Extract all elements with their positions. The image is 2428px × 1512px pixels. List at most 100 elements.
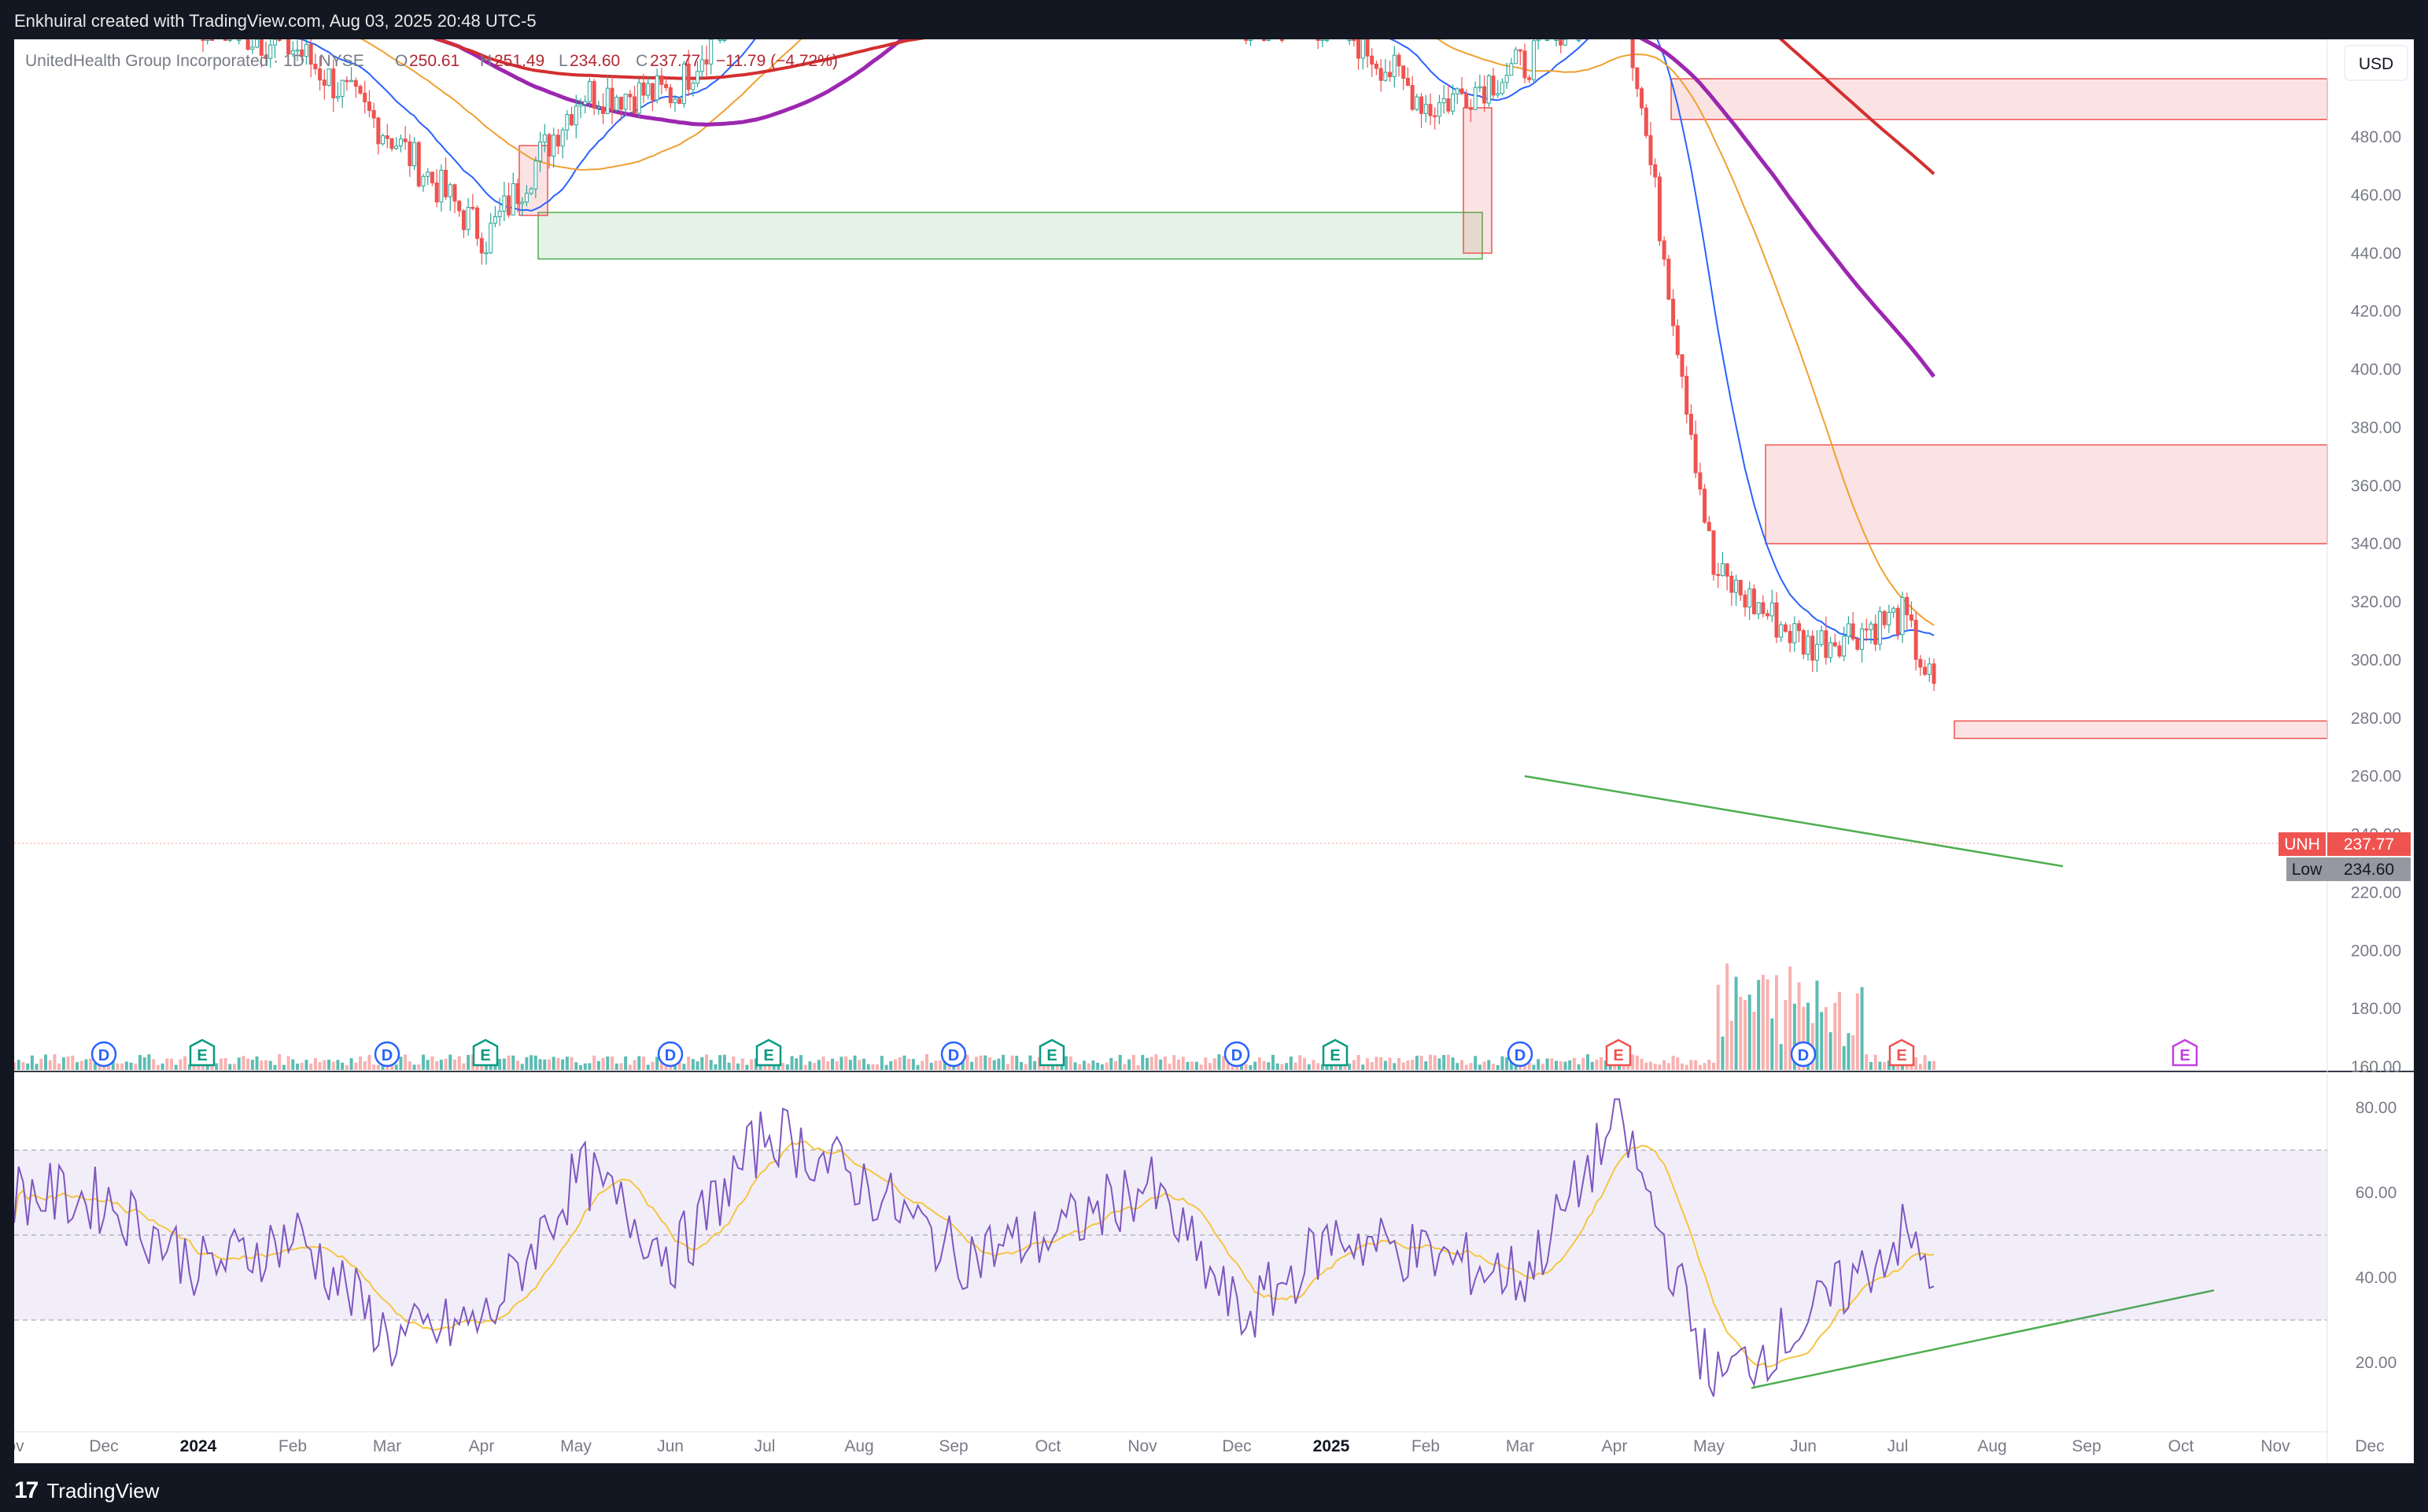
low-price-value: 234.60 xyxy=(2344,861,2394,879)
price-trendline[interactable] xyxy=(1524,775,2064,868)
dividend-marker[interactable]: D xyxy=(1507,1041,1533,1068)
volume-bar xyxy=(1833,1002,1837,1070)
volume-bar xyxy=(1806,1002,1810,1070)
volume-bar xyxy=(296,1063,299,1070)
candle-body xyxy=(668,87,673,104)
candle-body xyxy=(565,114,570,131)
candle-body xyxy=(286,39,291,55)
volume-bar xyxy=(659,1061,663,1070)
earnings-marker[interactable]: E xyxy=(1605,1038,1632,1067)
volume-bar xyxy=(588,1063,592,1070)
volume-bar xyxy=(1249,1064,1253,1070)
tradingview-logo[interactable]: 17 TradingView xyxy=(14,1477,159,1504)
volume-bar xyxy=(1865,1054,1869,1070)
earnings-marker-icon xyxy=(472,1038,499,1067)
candle-body xyxy=(408,141,412,167)
volume-bar xyxy=(1766,979,1769,1070)
dividend-marker[interactable]: D xyxy=(374,1041,400,1068)
supply-zone[interactable] xyxy=(1954,720,2328,739)
volume-bar xyxy=(1244,1064,1248,1070)
earnings-marker[interactable]: E xyxy=(189,1038,216,1067)
earnings-marker-icon xyxy=(1888,1038,1915,1067)
supply-zone[interactable] xyxy=(1765,444,2328,544)
candle-body xyxy=(1810,636,1815,661)
dividend-marker-icon xyxy=(1790,1041,1817,1068)
candle-body xyxy=(1262,39,1267,41)
supply-zone[interactable] xyxy=(1463,107,1493,254)
volume-bar xyxy=(426,1060,430,1070)
dividend-marker[interactable]: D xyxy=(1790,1041,1817,1068)
volume-bar xyxy=(1509,1057,1513,1070)
volume-bar xyxy=(1316,1063,1320,1070)
volume-bar xyxy=(745,1064,749,1070)
candle-body xyxy=(426,171,430,177)
time-tick-label: Sep xyxy=(939,1437,968,1455)
demand-zone[interactable] xyxy=(537,212,1483,260)
candle-body xyxy=(722,39,727,41)
candle-body xyxy=(1554,39,1559,41)
candle-body xyxy=(1842,636,1847,657)
earnings-marker[interactable]: E xyxy=(1322,1038,1349,1067)
price-tick-label: 220.00 xyxy=(2351,883,2401,902)
volume-bar xyxy=(1891,1064,1895,1070)
earnings-marker[interactable]: E xyxy=(472,1038,499,1067)
volume-bar xyxy=(1208,1063,1212,1070)
candle-body xyxy=(1248,39,1253,41)
earnings-marker[interactable]: E xyxy=(1039,1038,1065,1067)
time-tick-label: 2025 xyxy=(1313,1437,1350,1455)
candle-body xyxy=(421,175,426,186)
volume-bar xyxy=(1545,1058,1549,1070)
earnings-marker[interactable]: E xyxy=(755,1038,782,1067)
candle-body xyxy=(1819,630,1824,645)
earnings-marker[interactable]: E xyxy=(2172,1038,2198,1067)
time-tick-label: Feb xyxy=(1411,1437,1440,1455)
earnings-marker[interactable]: E xyxy=(1888,1038,1915,1067)
candle-body xyxy=(1792,623,1797,644)
volume-bar xyxy=(1065,1056,1068,1070)
volume-bar xyxy=(862,1058,865,1070)
volume-bar xyxy=(637,1056,641,1070)
volume-bar xyxy=(1689,1060,1693,1070)
currency-button[interactable] xyxy=(2344,45,2408,81)
volume-bar xyxy=(79,1060,83,1070)
time-tick-label: Aug xyxy=(1977,1437,2006,1455)
dividend-marker[interactable]: D xyxy=(90,1041,117,1068)
time-tick-label: Jul xyxy=(1887,1437,1909,1455)
volume-bar xyxy=(1419,1056,1423,1070)
candle-body xyxy=(515,183,520,205)
candle-body xyxy=(664,83,669,88)
volume-bar xyxy=(561,1059,565,1070)
volume-bar xyxy=(250,1060,254,1070)
volume-bar xyxy=(606,1056,610,1070)
candle-body xyxy=(1464,93,1469,109)
candle-body xyxy=(1801,630,1806,655)
price-chart[interactable]: D E D E D E D E D E D E D E E 160.00 180.00 200.00 220.00… xyxy=(14,39,2414,1463)
volume-bar xyxy=(1361,1064,1365,1070)
volume-bar xyxy=(1568,1060,1572,1070)
dividend-marker[interactable]: D xyxy=(940,1041,967,1068)
dividend-marker[interactable]: D xyxy=(1223,1041,1250,1068)
candle-body xyxy=(1352,39,1356,41)
supply-zone[interactable] xyxy=(518,145,548,216)
rsi-trendline[interactable] xyxy=(1751,1289,2215,1389)
candle-body xyxy=(1653,164,1658,178)
candle-body xyxy=(201,39,205,41)
time-tick-label: Mar xyxy=(1506,1437,1534,1455)
volume-bar xyxy=(404,1054,408,1070)
candle-body xyxy=(696,71,700,84)
candle-body xyxy=(1392,54,1397,77)
volume-bar xyxy=(687,1057,691,1070)
dividend-marker[interactable]: D xyxy=(657,1041,684,1068)
volume-bar xyxy=(525,1057,529,1070)
candle-body xyxy=(1415,96,1419,110)
volume-bar xyxy=(1537,1059,1541,1070)
candle-body xyxy=(1531,40,1536,80)
volume-bar xyxy=(1770,1018,1774,1070)
volume-bar xyxy=(71,1055,75,1070)
volume-bar xyxy=(1559,1061,1563,1070)
volume-bar xyxy=(1415,1055,1419,1070)
volume-bar xyxy=(803,1064,807,1070)
volume-bar xyxy=(1460,1060,1463,1070)
supply-zone[interactable] xyxy=(1670,78,2328,120)
volume-bar xyxy=(570,1057,574,1070)
